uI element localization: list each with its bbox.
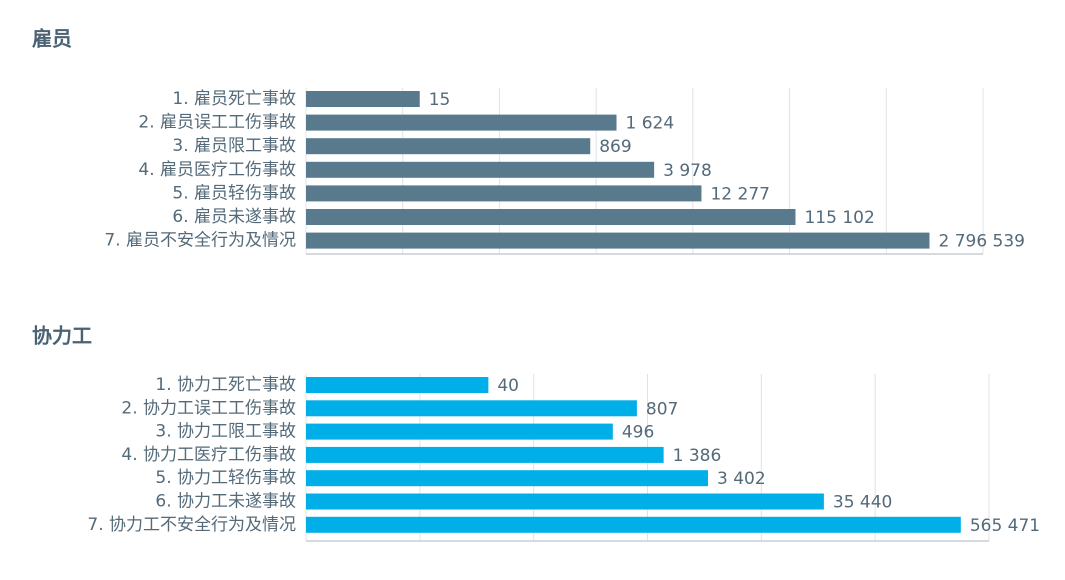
category-label: 3. 协力工限工事故 [155, 422, 296, 442]
value-label: 565 471 [970, 516, 1040, 536]
bar [306, 446, 664, 463]
value-label: 869 [599, 137, 631, 157]
value-label: 12 277 [710, 184, 769, 204]
value-label: 115 102 [804, 208, 874, 228]
value-label: 40 [497, 376, 519, 396]
category-label: 7. 协力工不安全行为及情况 [87, 515, 296, 535]
bar [306, 400, 637, 417]
category-label: 1. 协力工死亡事故 [155, 375, 296, 395]
category-label: 4. 雇员医疗工伤事故 [138, 160, 296, 180]
category-label: 7. 雇员不安全行为及情况 [104, 231, 296, 251]
category-label: 5. 协力工轻伤事故 [155, 468, 296, 488]
bar [306, 493, 824, 510]
category-label: 6. 雇员未遂事故 [172, 207, 296, 227]
bar [306, 161, 655, 178]
value-label: 35 440 [833, 493, 892, 513]
bar [306, 232, 930, 249]
value-label: 1 386 [673, 446, 722, 466]
bar [306, 516, 961, 533]
bar [306, 138, 591, 155]
value-label: 807 [646, 399, 678, 419]
category-label: 1. 雇员死亡事故 [172, 89, 296, 109]
value-label: 2 796 539 [938, 232, 1025, 252]
category-label: 2. 协力工误工工伤事故 [121, 398, 296, 418]
chart-title: 协力工 [32, 324, 92, 348]
chart-title: 雇员 [32, 27, 72, 51]
bar [306, 91, 420, 107]
bar [306, 185, 702, 202]
value-label: 496 [622, 423, 654, 443]
value-label: 3 402 [717, 469, 766, 489]
category-label: 6. 协力工未遂事故 [155, 492, 296, 512]
category-label: 5. 雇员轻伤事故 [172, 183, 296, 203]
category-label: 3. 雇员限工事故 [172, 136, 296, 156]
bar [306, 377, 489, 393]
bar [306, 470, 709, 487]
bar [306, 423, 613, 440]
category-label: 4. 协力工医疗工伤事故 [121, 445, 296, 465]
bar [306, 114, 617, 131]
bar [306, 209, 796, 225]
value-label: 1 624 [626, 114, 675, 134]
category-label: 2. 雇员误工工伤事故 [138, 113, 296, 133]
value-label: 15 [429, 90, 451, 110]
value-label: 3 978 [663, 161, 712, 181]
